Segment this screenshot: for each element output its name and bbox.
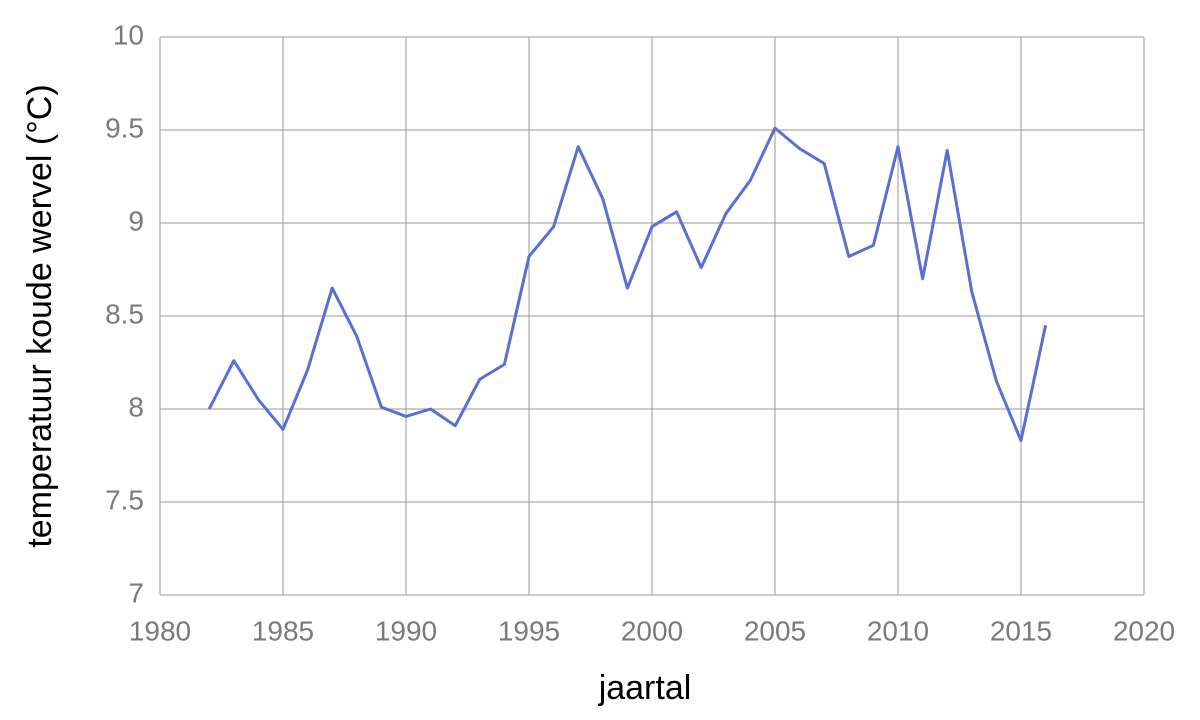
x-tick-label: 2020 — [1113, 615, 1175, 646]
x-tick-label: 1985 — [252, 615, 314, 646]
x-tick-label: 1995 — [498, 615, 560, 646]
y-axis-label: temperatuur koude wervel (°C) — [21, 84, 59, 547]
x-tick-label: 2015 — [990, 615, 1052, 646]
y-tick-label: 10 — [113, 19, 144, 50]
y-tick-label: 9.5 — [105, 112, 144, 143]
x-tick-label: 1990 — [375, 615, 437, 646]
x-tick-label: 2010 — [867, 615, 929, 646]
data-line — [207, 126, 1048, 443]
x-axis-label: jaartal — [598, 669, 692, 707]
x-tick-label: 2000 — [621, 615, 683, 646]
y-tick-label: 9 — [128, 205, 144, 236]
x-tick-label: 1980 — [129, 615, 191, 646]
x-tick-label: 2005 — [744, 615, 806, 646]
y-tick-label: 8 — [128, 391, 144, 422]
y-tick-label: 8.5 — [105, 298, 144, 329]
y-tick-label: 7 — [128, 577, 144, 608]
y-tick-label: 7.5 — [105, 484, 144, 515]
